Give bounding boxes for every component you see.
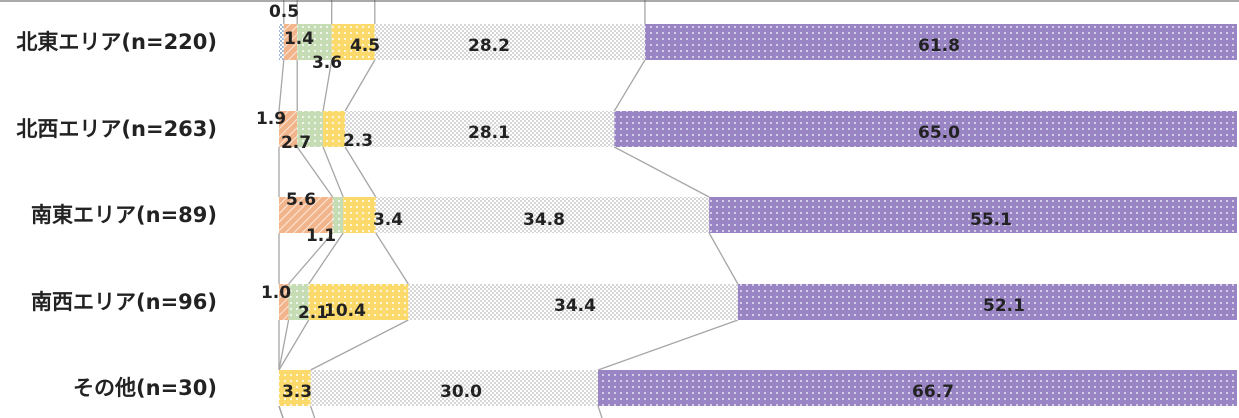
data-label-row2-s4: 34.8 xyxy=(523,210,565,230)
seg-green-row0 xyxy=(297,24,332,60)
data-label-row3-s3: 10.4 xyxy=(324,301,366,321)
connector-line xyxy=(597,405,603,418)
category-label-1: 北西エリア(n=263) xyxy=(16,117,217,141)
data-label-row1-s4: 28.1 xyxy=(468,123,510,143)
data-label-row1-s3: 2.3 xyxy=(343,131,373,151)
category-label-2: 南東エリア(n=89) xyxy=(31,203,217,227)
seg-orange-row1 xyxy=(279,111,298,147)
seg-gray-row1 xyxy=(345,111,615,147)
seg-green-row1 xyxy=(297,111,324,147)
data-label-row0-s1: 1.4 xyxy=(284,29,314,49)
seg-green-row3 xyxy=(288,284,309,320)
seg-green-row2 xyxy=(332,197,344,233)
seg-yellow-row4 xyxy=(279,370,311,406)
data-label-row1-s2: 2.7 xyxy=(281,133,311,153)
seg-purple-row2 xyxy=(709,197,1237,233)
data-label-row3-s1: 1.0 xyxy=(261,283,291,303)
seg-gray-row0 xyxy=(374,24,645,60)
connector-line xyxy=(309,405,316,418)
connector-line xyxy=(344,146,377,198)
seg-yellow-row2 xyxy=(343,197,376,233)
connector-line xyxy=(278,405,284,418)
data-label-row1-s5: 65.0 xyxy=(918,123,960,143)
seg-purple-row3 xyxy=(737,284,1237,320)
bar-segments xyxy=(279,24,1237,406)
data-label-row0-s0: 0.5 xyxy=(269,2,299,22)
data-label-row3-s4: 34.4 xyxy=(554,296,596,316)
connector-line xyxy=(296,146,334,198)
connector-line xyxy=(310,319,409,371)
connector-line xyxy=(322,59,333,112)
connector-line xyxy=(344,59,376,112)
data-label-row0-s4: 28.2 xyxy=(468,36,510,56)
seg-purple-row1 xyxy=(614,111,1237,147)
seg-orange-row2 xyxy=(279,197,333,233)
connector-line xyxy=(322,146,344,198)
data-label-row2-s3: 3.4 xyxy=(373,210,403,230)
connector-line xyxy=(375,232,409,285)
seg-orange-row0 xyxy=(283,24,298,60)
data-label-row4-s4: 30.0 xyxy=(440,382,482,402)
connector-line xyxy=(613,59,646,112)
category-labels: 北東エリア(n=220) 北西エリア(n=263) 南東エリア(n=89) 南西エリア… xyxy=(16,30,217,400)
category-label-0: 北東エリア(n=220) xyxy=(16,30,217,54)
category-label-4: その他(n=30) xyxy=(73,376,217,400)
connector-line xyxy=(278,319,310,371)
data-label-row4-s5: 66.7 xyxy=(912,382,954,402)
data-label-row2-s1: 5.6 xyxy=(286,190,316,210)
seg-purple-row0 xyxy=(644,24,1237,60)
connector-line xyxy=(597,319,739,371)
connector-line xyxy=(278,319,290,371)
data-label-row3-s5: 52.1 xyxy=(983,296,1025,316)
seg-gray-row3 xyxy=(408,284,738,320)
seg-gray-row2 xyxy=(375,197,710,233)
category-label-3: 南西エリア(n=96) xyxy=(31,290,217,314)
data-label-row1-s1: 1.9 xyxy=(256,109,286,129)
connector-lines xyxy=(278,0,739,418)
connector-line xyxy=(613,146,710,198)
seg-purple-row4 xyxy=(598,370,1237,406)
seg-orange-row3 xyxy=(279,284,289,320)
connector-line xyxy=(288,232,334,285)
seg-yellow-row1 xyxy=(323,111,346,147)
data-label-row0-s2: 3.6 xyxy=(312,53,342,73)
data-label-row0-s3: 4.5 xyxy=(350,36,380,56)
connector-line xyxy=(708,232,739,285)
data-label-row2-s2: 1.1 xyxy=(306,226,336,246)
data-label-row2-s5: 55.1 xyxy=(970,210,1012,230)
connector-line xyxy=(308,232,344,285)
seg-gray-row4 xyxy=(310,370,599,406)
seg-yellow-row3 xyxy=(308,284,409,320)
data-label-row4-s3: 3.3 xyxy=(282,382,312,402)
connector-line xyxy=(278,59,285,112)
data-label-row3-s2: 2.1 xyxy=(298,303,328,323)
data-label-row0-s5: 61.8 xyxy=(918,36,960,56)
seg-checker-blue-row0 xyxy=(279,24,284,60)
data-labels: 0.5 1.4 3.6 4.5 28.2 61.8 1.9 2.7 2.3 28.1 65.0 5.6… xyxy=(256,2,1025,402)
seg-yellow-row0 xyxy=(331,24,375,60)
